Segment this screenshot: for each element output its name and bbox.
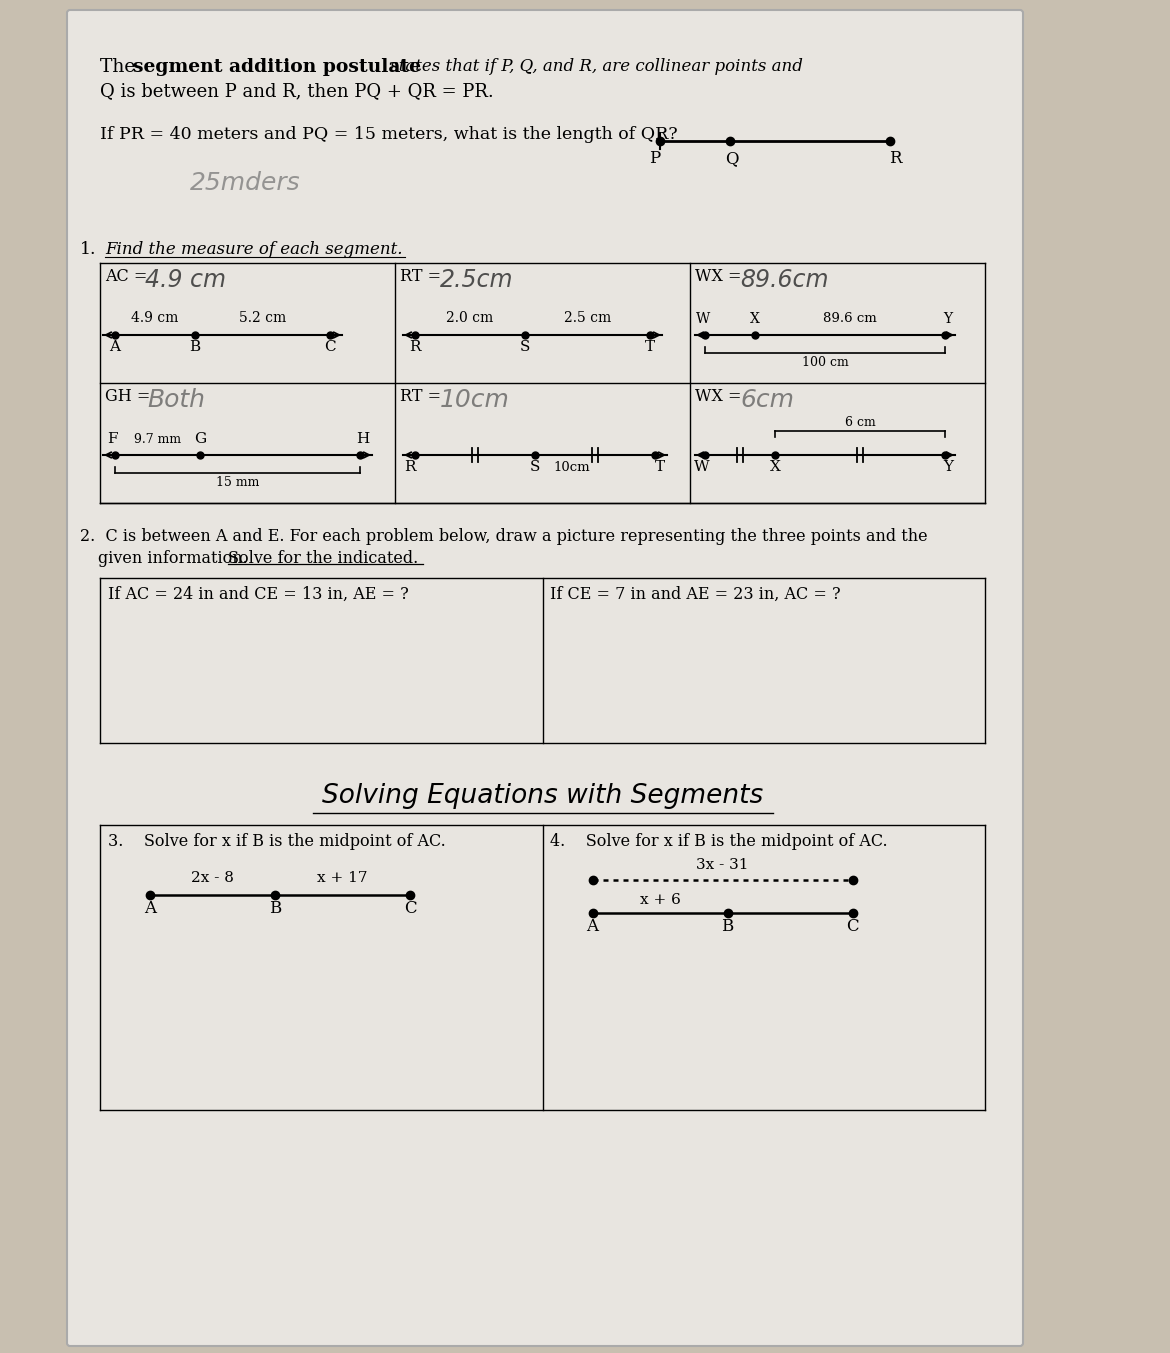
Text: X: X xyxy=(750,313,760,326)
Text: C: C xyxy=(846,917,859,935)
Text: states that if P, Q, and R, are collinear points and: states that if P, Q, and R, are collinea… xyxy=(385,58,803,74)
Text: 5.2 cm: 5.2 cm xyxy=(239,311,287,325)
Text: R: R xyxy=(889,150,901,166)
Text: Solving Equations with Segments: Solving Equations with Segments xyxy=(322,783,763,809)
Text: 1.: 1. xyxy=(80,241,96,258)
Text: W: W xyxy=(694,460,710,474)
Text: given information.: given information. xyxy=(98,551,253,567)
Text: Both: Both xyxy=(147,388,205,413)
Text: Find the measure of each segment.: Find the measure of each segment. xyxy=(105,241,402,258)
Text: 2.  C is between A and E. For each problem below, draw a picture representing th: 2. C is between A and E. For each proble… xyxy=(80,528,928,545)
Text: 10cm: 10cm xyxy=(440,388,510,413)
Text: Q: Q xyxy=(725,150,738,166)
Text: B: B xyxy=(269,900,281,917)
Text: 2.0 cm: 2.0 cm xyxy=(447,311,494,325)
Text: A: A xyxy=(110,340,121,354)
Text: S: S xyxy=(519,340,530,354)
Text: H: H xyxy=(357,432,370,446)
Bar xyxy=(1000,0,1170,1353)
Text: 25mders: 25mders xyxy=(190,170,301,195)
Text: 89.6cm: 89.6cm xyxy=(739,268,828,292)
Text: 10cm: 10cm xyxy=(553,461,590,474)
Text: 2x - 8: 2x - 8 xyxy=(191,871,234,885)
Text: Q is between P and R, then PQ + QR = PR.: Q is between P and R, then PQ + QR = PR. xyxy=(99,83,494,100)
Text: T: T xyxy=(645,340,655,354)
Text: 4.9 cm: 4.9 cm xyxy=(131,311,179,325)
Text: G: G xyxy=(194,432,206,446)
Text: x + 17: x + 17 xyxy=(317,871,367,885)
Text: 6cm: 6cm xyxy=(739,388,794,413)
Text: X: X xyxy=(770,460,780,474)
Text: segment addition postulate: segment addition postulate xyxy=(133,58,421,76)
Text: 2.5 cm: 2.5 cm xyxy=(564,311,611,325)
Bar xyxy=(0,0,80,1353)
Text: 4.9 cm: 4.9 cm xyxy=(145,268,226,292)
FancyBboxPatch shape xyxy=(67,9,1023,1346)
Text: 4.    Solve for x if B is the midpoint of AC.: 4. Solve for x if B is the midpoint of A… xyxy=(551,833,888,850)
Text: Solve for the indicated.: Solve for the indicated. xyxy=(228,551,418,567)
Text: 6 cm: 6 cm xyxy=(845,415,875,429)
Text: B: B xyxy=(722,917,734,935)
Text: If AC = 24 in and CE = 13 in, AE = ?: If AC = 24 in and CE = 13 in, AE = ? xyxy=(108,586,408,603)
Text: R: R xyxy=(405,460,415,474)
Text: If CE = 7 in and AE = 23 in, AC = ?: If CE = 7 in and AE = 23 in, AC = ? xyxy=(551,586,841,603)
Text: B: B xyxy=(190,340,200,354)
Text: 2.5cm: 2.5cm xyxy=(440,268,514,292)
Text: 89.6 cm: 89.6 cm xyxy=(824,313,876,325)
Text: 3.    Solve for x if B is the midpoint of AC.: 3. Solve for x if B is the midpoint of A… xyxy=(108,833,446,850)
Text: R: R xyxy=(410,340,421,354)
Text: Y: Y xyxy=(943,460,954,474)
Text: A: A xyxy=(144,900,156,917)
Text: 9.7 mm: 9.7 mm xyxy=(133,433,181,446)
Text: F: F xyxy=(106,432,117,446)
Text: RT =: RT = xyxy=(400,388,446,405)
Text: 3x - 31: 3x - 31 xyxy=(696,858,749,871)
Text: x + 6: x + 6 xyxy=(640,893,681,907)
Text: C: C xyxy=(324,340,336,354)
Text: C: C xyxy=(404,900,417,917)
Text: S: S xyxy=(530,460,541,474)
Text: GH =: GH = xyxy=(105,388,156,405)
Text: Y: Y xyxy=(943,313,952,326)
Text: AC =: AC = xyxy=(105,268,152,285)
Text: P: P xyxy=(649,150,661,166)
Text: 100 cm: 100 cm xyxy=(801,356,848,369)
Text: RT =: RT = xyxy=(400,268,446,285)
Text: If PR = 40 meters and PQ = 15 meters, what is the length of QR?: If PR = 40 meters and PQ = 15 meters, wh… xyxy=(99,126,677,143)
Text: W: W xyxy=(696,313,710,326)
Text: WX =: WX = xyxy=(695,268,746,285)
Text: WX =: WX = xyxy=(695,388,746,405)
Text: 15 mm: 15 mm xyxy=(215,476,260,488)
Text: A: A xyxy=(586,917,599,935)
Text: T: T xyxy=(655,460,665,474)
Text: The: The xyxy=(99,58,142,76)
